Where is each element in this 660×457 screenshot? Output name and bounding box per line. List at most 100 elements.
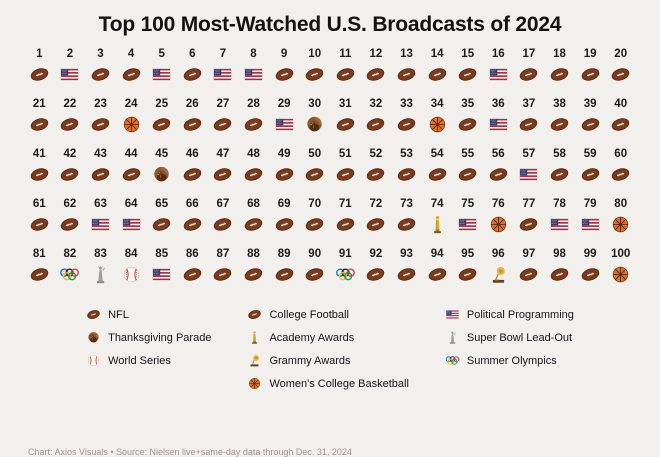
football-icon xyxy=(151,114,172,135)
rank-number: 99 xyxy=(583,248,597,260)
rank-number: 89 xyxy=(277,248,291,260)
rank-item-52: 52 xyxy=(361,147,392,192)
rank-item-89: 89 xyxy=(269,247,300,292)
football-icon xyxy=(59,214,80,235)
football-icon xyxy=(549,164,570,185)
us-flag-icon xyxy=(549,214,570,235)
us-flag-icon xyxy=(151,264,172,285)
legend-label: College Football xyxy=(269,308,349,321)
rank-number: 24 xyxy=(124,98,138,110)
rank-number: 82 xyxy=(63,248,77,260)
rank-number: 44 xyxy=(124,148,138,160)
football-icon xyxy=(243,164,264,185)
rank-number: 67 xyxy=(216,198,230,210)
baseball-icon xyxy=(121,264,142,285)
football-icon xyxy=(212,164,233,185)
rank-number: 13 xyxy=(400,48,413,60)
rank-item-26: 26 xyxy=(177,97,208,142)
rank-number: 40 xyxy=(614,98,628,110)
rank-number: 98 xyxy=(553,248,566,260)
rank-item-66: 66 xyxy=(177,197,208,242)
rank-item-94: 94 xyxy=(422,247,453,292)
rank-item-62: 62 xyxy=(55,197,86,242)
rank-item-72: 72 xyxy=(361,197,392,242)
football-icon xyxy=(518,64,539,85)
rank-item-51: 51 xyxy=(330,147,361,192)
football-icon xyxy=(121,64,142,85)
football-icon xyxy=(182,214,203,235)
rank-number: 33 xyxy=(400,98,413,110)
football-icon xyxy=(396,114,417,135)
football-icon xyxy=(457,64,478,85)
football-icon xyxy=(549,114,570,135)
rank-item-67: 67 xyxy=(208,197,239,242)
rank-item-30: 30 xyxy=(299,97,330,142)
rank-number: 57 xyxy=(522,148,536,160)
turkey-icon xyxy=(151,164,172,185)
rank-item-38: 38 xyxy=(544,97,575,142)
rank-number: 53 xyxy=(400,148,413,160)
rank-item-69: 69 xyxy=(269,197,300,242)
rank-item-31: 31 xyxy=(330,97,361,142)
rank-item-54: 54 xyxy=(422,147,453,192)
football-icon xyxy=(182,64,203,85)
football-icon xyxy=(396,64,417,85)
oscar-statuette-icon xyxy=(247,330,262,345)
rank-number: 97 xyxy=(522,248,536,260)
rank-number: 10 xyxy=(308,48,322,60)
rank-number: 51 xyxy=(338,148,352,160)
legend-label: World Series xyxy=(108,354,171,367)
rank-number: 87 xyxy=(216,248,230,260)
basketball-icon xyxy=(121,114,142,135)
football-icon xyxy=(304,64,325,85)
rank-item-32: 32 xyxy=(361,97,392,142)
rank-number: 9 xyxy=(280,48,288,60)
football-icon xyxy=(247,307,262,322)
rank-number: 52 xyxy=(369,148,383,160)
rank-number: 42 xyxy=(63,148,77,160)
football-icon xyxy=(580,264,601,285)
legend-item: Summer Olympics xyxy=(445,353,574,368)
rank-number: 94 xyxy=(430,248,444,260)
football-icon xyxy=(457,164,478,185)
football-icon xyxy=(610,164,631,185)
rank-number: 59 xyxy=(583,148,597,160)
us-flag-icon xyxy=(518,164,539,185)
football-icon xyxy=(335,214,356,235)
rank-item-1: 1 xyxy=(24,47,55,92)
rank-number: 3 xyxy=(97,48,104,60)
rank-number: 84 xyxy=(124,248,138,260)
legend-label: Women's College Basketball xyxy=(269,377,409,390)
rank-number: 29 xyxy=(277,98,291,110)
football-icon xyxy=(518,214,539,235)
rank-number: 50 xyxy=(308,148,322,160)
rank-item-12: 12 xyxy=(361,47,392,92)
rank-number: 93 xyxy=(400,248,413,260)
statue-icon xyxy=(445,330,460,345)
football-icon xyxy=(549,64,570,85)
rank-item-53: 53 xyxy=(391,147,422,192)
rank-item-6: 6 xyxy=(177,47,208,92)
rank-item-49: 49 xyxy=(269,147,300,192)
rank-number: 85 xyxy=(155,248,169,260)
rank-item-16: 16 xyxy=(483,47,514,92)
rank-item-78: 78 xyxy=(544,197,575,242)
rank-item-91: 91 xyxy=(330,247,361,292)
football-icon xyxy=(580,164,601,185)
football-icon xyxy=(86,307,101,322)
rank-item-82: 82 xyxy=(55,247,86,292)
rank-number: 6 xyxy=(189,48,196,60)
basketball-icon xyxy=(610,264,631,285)
us-flag-icon xyxy=(90,214,111,235)
rank-item-59: 59 xyxy=(575,147,606,192)
legend-label: Super Bowl Lead-Out xyxy=(466,331,573,344)
rank-number: 71 xyxy=(338,198,352,210)
rank-item-10: 10 xyxy=(299,47,330,92)
football-icon xyxy=(182,264,203,285)
rank-item-71: 71 xyxy=(330,197,361,242)
basketball-icon xyxy=(247,376,262,391)
gramophone-icon xyxy=(247,353,262,368)
football-icon xyxy=(304,214,325,235)
legend-item: Super Bowl Lead-Out xyxy=(445,330,574,345)
rank-number: 90 xyxy=(308,248,322,260)
